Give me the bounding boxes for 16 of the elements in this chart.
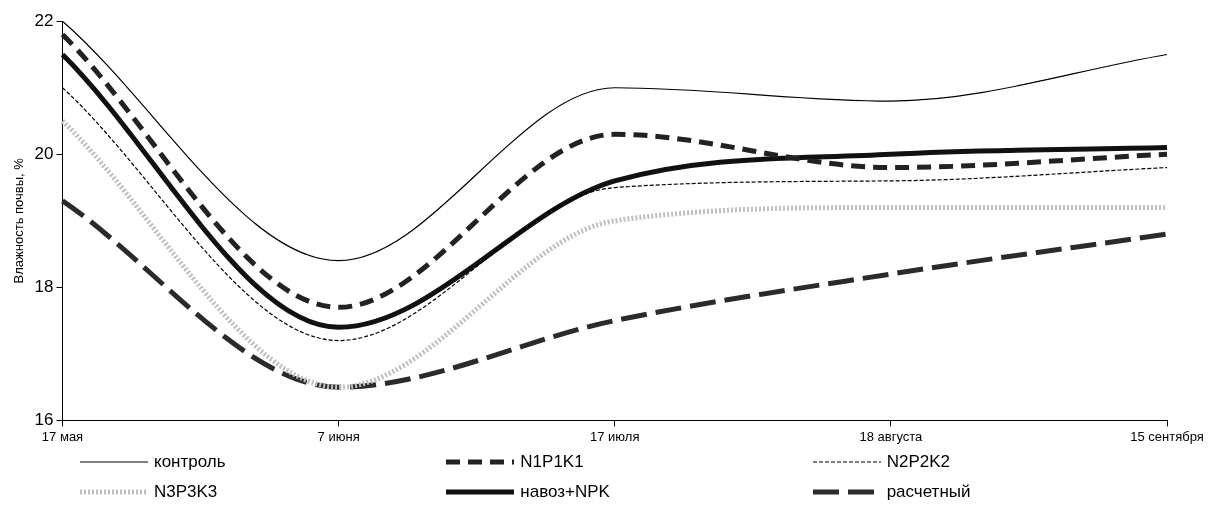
- y-tick-label: 16: [34, 410, 54, 430]
- legend-label: N3P3K3: [154, 482, 218, 502]
- x-tick-label: 7 июня: [317, 428, 360, 444]
- x-tick-label: 15 сентября: [1130, 428, 1204, 444]
- y-tick-label: 18: [34, 277, 54, 297]
- legend-label: контроль: [154, 452, 226, 472]
- y-axis-title: Влажность почвы, %: [11, 157, 27, 284]
- legend-label: N2P2K2: [886, 452, 950, 472]
- x-tick-label: 17 июля: [590, 428, 640, 444]
- y-tick-label: 22: [34, 10, 54, 30]
- x-tick-label: 17 мая: [41, 428, 84, 444]
- y-tick-label: 20: [34, 143, 54, 163]
- legend-label: расчетный: [886, 482, 971, 502]
- x-tick-label: 18 августа: [859, 428, 924, 444]
- legend-label: навоз+NPK: [520, 482, 610, 502]
- legend-label: N1P1K1: [520, 452, 584, 472]
